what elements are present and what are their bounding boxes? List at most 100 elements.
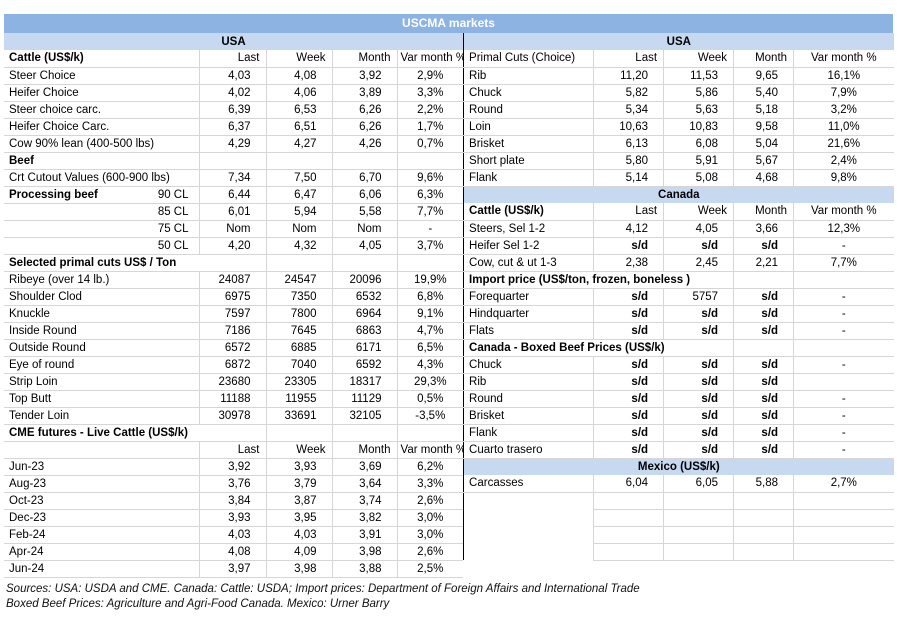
- cell-value: 3,3%: [396, 475, 464, 493]
- cell-value: 30978: [198, 407, 266, 425]
- row-label: Round: [463, 390, 594, 408]
- column-header: Last: [198, 50, 266, 68]
- cell-value: 5,88: [733, 475, 794, 493]
- row-label: Jun-23: [4, 458, 199, 476]
- cell-value: 4,12: [593, 220, 664, 238]
- cell-value: [793, 373, 894, 391]
- column-header: Month: [733, 50, 794, 68]
- cell-value: Nom: [331, 220, 397, 238]
- cell-value: 7,7%: [396, 203, 464, 221]
- cell-value: 6863: [331, 322, 397, 340]
- cell-value: s/d: [663, 356, 734, 374]
- cell-value: 7,34: [198, 169, 266, 187]
- row-label: Tender Loin: [4, 407, 199, 425]
- cell-value: 6532: [331, 288, 397, 306]
- cell-value: 3,84: [198, 492, 266, 510]
- cell-value: 6,26: [331, 118, 397, 136]
- cell-value: 6,39: [198, 101, 266, 119]
- cell-value: 6,5%: [396, 339, 464, 357]
- empty-row: [464, 509, 894, 527]
- table-row: Inside Round 7186 7645 6863 4,7%: [4, 322, 464, 340]
- cell-value: 2,38: [593, 254, 664, 272]
- table-row: Cow 90% lean (400-500 lbs) 4,29 4,27 4,26 0,…: [4, 135, 464, 153]
- row-label: Brisket: [463, 135, 594, 153]
- row-label: Inside Round: [4, 322, 199, 340]
- cell-value: s/d: [663, 390, 734, 408]
- column-header: Var month %: [396, 441, 464, 459]
- cell-value: 3,7%: [396, 237, 464, 255]
- cell-value: [396, 152, 464, 170]
- cell-value: 4,03: [198, 67, 266, 85]
- cell-value: 20096: [331, 271, 397, 289]
- cell-value: s/d: [663, 373, 734, 391]
- cell-value: Nom: [265, 220, 332, 238]
- cell-value: 4,26: [331, 135, 397, 153]
- cell-value: 4,03: [198, 526, 266, 544]
- cell-value: [331, 424, 397, 442]
- empty-row: [464, 526, 894, 544]
- row-label: 75 CL: [4, 220, 199, 238]
- cell-value: 2,6%: [396, 492, 464, 510]
- row-label: Steers, Sel 1-2: [463, 220, 594, 238]
- row-label: [464, 543, 594, 560]
- cell-value: 5,58: [331, 203, 397, 221]
- cell-value: [593, 509, 664, 527]
- row-label: Chuck: [463, 84, 594, 102]
- row-label: Canada - Boxed Beef Prices (US$/k): [463, 339, 734, 357]
- row-label: Short plate: [463, 152, 594, 170]
- cell-value: 4,03: [265, 526, 332, 544]
- cell-value: 32105: [331, 407, 397, 425]
- table-row: Round s/d s/d s/d -: [463, 390, 894, 408]
- column-header: Week: [663, 203, 734, 221]
- row-label: Heifer Choice: [4, 84, 199, 102]
- cell-value: 5,34: [593, 101, 664, 119]
- row-label: Oct-23: [4, 492, 199, 510]
- table-row: Loin 10,63 10,83 9,58 11,0%: [463, 118, 894, 136]
- table-row: Top Butt 11188 11955 11129 0,5%: [4, 390, 464, 408]
- cell-value: -: [793, 322, 894, 340]
- table-row: 50 CL 4,20 4,32 4,05 3,7%: [4, 237, 464, 255]
- cell-value: 4,02: [198, 84, 266, 102]
- column-header: Month: [733, 203, 794, 221]
- row-label-secondary: 90 CL: [157, 188, 189, 201]
- cell-value: 5,63: [663, 101, 734, 119]
- cell-value: 6964: [331, 305, 397, 323]
- cell-value: [733, 339, 794, 357]
- sources-footer: Sources: USA: USDA and CME. Canada: Catt…: [4, 582, 894, 612]
- row-label: Apr-24: [4, 543, 199, 561]
- table-row: Brisket 6,13 6,08 5,04 21,6%: [463, 135, 894, 153]
- cell-value: s/d: [593, 441, 664, 459]
- cell-value: 4,29: [198, 135, 266, 153]
- column-header: Month: [331, 441, 397, 459]
- cell-value: 23305: [265, 373, 332, 391]
- table-row: Chuck s/d s/d s/d -: [463, 356, 894, 374]
- cell-value: 5,18: [733, 101, 794, 119]
- cell-value: 6975: [198, 288, 266, 306]
- cell-value: -: [793, 356, 894, 374]
- row-label: Knuckle: [4, 305, 199, 323]
- column-header: Var month %: [793, 50, 894, 68]
- cell-value: 6,70: [331, 169, 397, 187]
- cell-value: 6,13: [593, 135, 664, 153]
- cell-value: 12,3%: [793, 220, 894, 238]
- table-row: Heifer Choice Carc. 6,37 6,51 6,26 1,7%: [4, 118, 464, 136]
- cell-value: 3,69: [331, 458, 397, 476]
- table-row: Short plate 5,80 5,91 5,67 2,4%: [463, 152, 894, 170]
- cell-value: 7,50: [265, 169, 332, 187]
- cell-value: 5,94: [265, 203, 332, 221]
- table-row: Processing beef 90 CL 6,44 6,47 6,06 6,3%: [4, 186, 464, 204]
- cell-value: 3,0%: [396, 526, 464, 544]
- table-row: Cattle (US$/k) Last Week Month Var month %: [463, 203, 894, 221]
- table-row: Cow, cut & ut 1-3 2,38 2,45 2,21 7,7%: [463, 254, 894, 272]
- cell-value: 5,80: [593, 152, 664, 170]
- section-band-row: Mexico (US$/k): [463, 458, 894, 475]
- cell-value: 9,58: [733, 118, 794, 136]
- cell-value: 5,08: [663, 169, 734, 187]
- table-row: Crt Cutout Values (600-900 lbs) 7,34 7,50 6…: [4, 169, 464, 187]
- column-header: Var month %: [793, 203, 894, 221]
- table-row: Steer Choice 4,03 4,08 3,92 2,9%: [4, 67, 464, 85]
- cell-value: 2,2%: [396, 101, 464, 119]
- cell-value: 9,1%: [396, 305, 464, 323]
- cell-value: -: [793, 390, 894, 408]
- footer-line-1: Sources: USA: USDA and CME. Canada: Catt…: [6, 583, 640, 595]
